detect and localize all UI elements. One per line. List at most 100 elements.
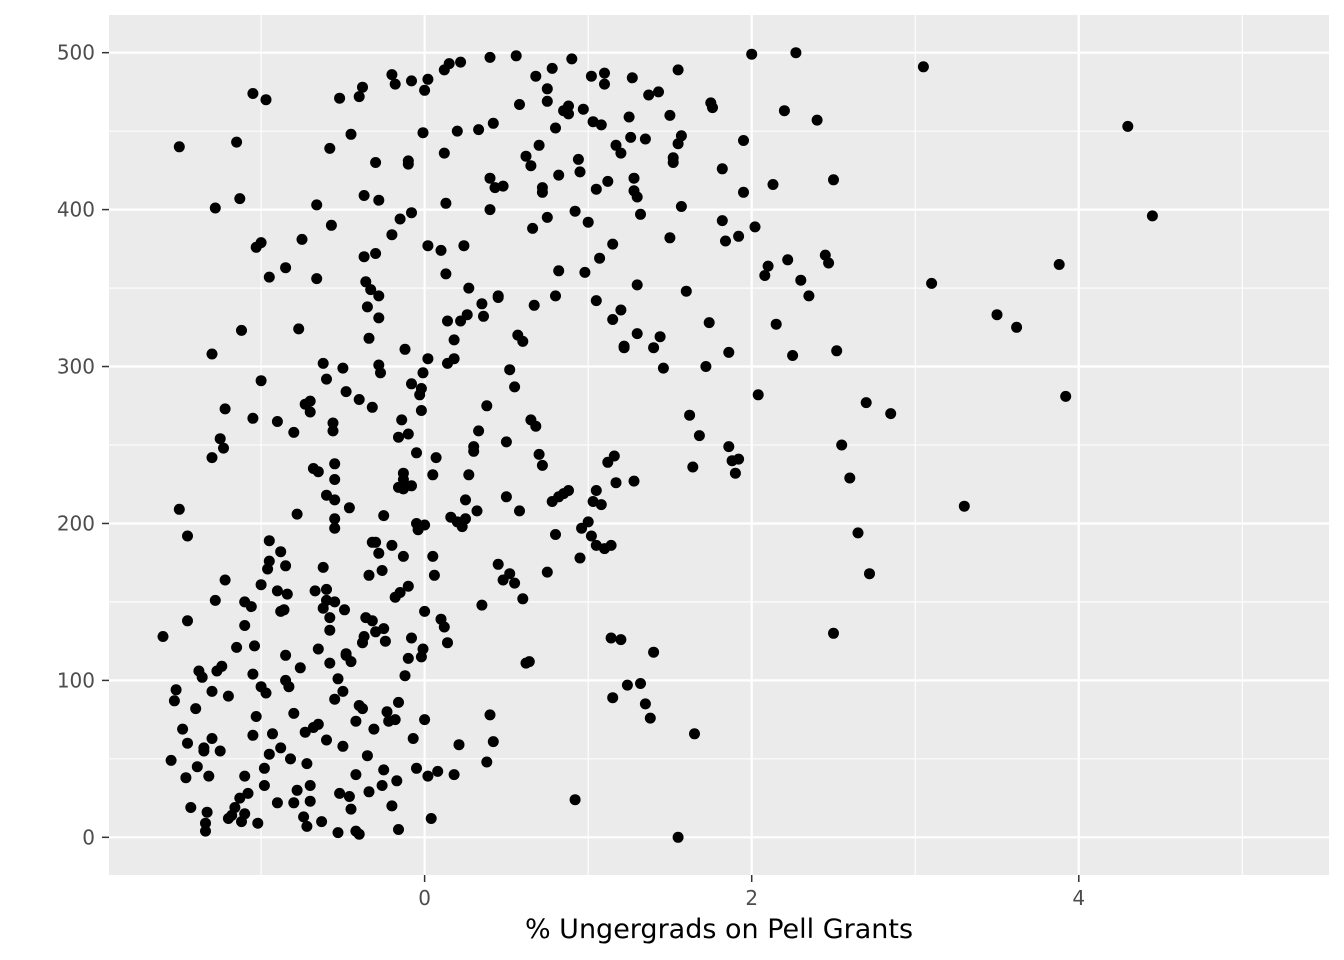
data-point xyxy=(299,726,311,738)
data-point xyxy=(196,671,208,683)
data-point xyxy=(1122,120,1134,132)
data-point xyxy=(283,681,295,693)
x-tick-label: 0 xyxy=(418,886,431,910)
data-point xyxy=(487,117,499,129)
data-point xyxy=(327,425,339,437)
data-point xyxy=(397,550,409,562)
data-point xyxy=(460,494,471,506)
data-point xyxy=(432,765,444,777)
data-point xyxy=(762,260,774,272)
data-point xyxy=(368,723,380,735)
data-point xyxy=(399,670,411,682)
data-point xyxy=(484,204,496,216)
data-point xyxy=(572,153,584,165)
data-point xyxy=(1146,210,1158,222)
data-point xyxy=(366,615,378,627)
data-point xyxy=(239,808,251,820)
data-point xyxy=(406,480,417,492)
data-point xyxy=(864,568,875,580)
data-point xyxy=(353,828,365,840)
data-point xyxy=(442,315,453,327)
data-point xyxy=(639,698,651,710)
data-point xyxy=(294,662,306,674)
data-point xyxy=(402,158,414,170)
data-point xyxy=(350,769,362,781)
data-point xyxy=(563,100,574,112)
data-point xyxy=(293,323,305,335)
data-point xyxy=(625,131,637,143)
data-point xyxy=(324,624,336,636)
data-point xyxy=(250,711,262,722)
data-point xyxy=(419,714,431,726)
x-tick-label: 4 xyxy=(1072,886,1085,910)
data-point xyxy=(823,257,835,269)
data-point xyxy=(595,499,607,511)
data-point xyxy=(574,552,586,564)
data-point xyxy=(389,78,401,90)
data-point xyxy=(811,114,823,126)
data-point xyxy=(321,489,332,501)
data-point xyxy=(553,265,565,277)
data-point xyxy=(190,703,202,715)
data-point xyxy=(301,820,313,832)
data-point xyxy=(288,426,300,438)
data-point xyxy=(453,739,465,751)
data-point xyxy=(337,685,349,697)
data-point xyxy=(373,312,385,324)
data-point xyxy=(425,813,437,824)
data-point xyxy=(926,277,938,289)
data-point xyxy=(530,420,542,432)
data-point xyxy=(378,764,390,776)
data-point xyxy=(271,585,283,597)
data-point xyxy=(329,596,341,608)
data-point xyxy=(438,621,450,633)
x-axis-title: % Ungergrads on Pell Grants xyxy=(525,914,913,945)
data-point xyxy=(618,342,630,354)
data-point xyxy=(399,343,411,355)
data-point xyxy=(514,505,525,517)
data-point xyxy=(275,546,287,558)
data-point xyxy=(222,690,234,702)
data-point xyxy=(258,780,270,791)
data-point xyxy=(667,152,679,164)
data-point xyxy=(585,530,597,542)
data-point xyxy=(245,601,257,613)
data-point xyxy=(324,612,336,624)
data-point xyxy=(419,84,431,96)
data-point xyxy=(626,72,638,84)
data-point xyxy=(729,467,741,479)
data-point xyxy=(687,461,699,473)
data-point xyxy=(599,78,610,90)
data-point xyxy=(770,318,782,330)
data-point xyxy=(703,317,715,329)
data-point xyxy=(553,169,565,181)
data-point xyxy=(653,86,664,98)
data-point xyxy=(353,394,365,405)
data-point xyxy=(363,332,375,344)
data-point xyxy=(236,324,247,336)
data-point xyxy=(844,472,856,484)
data-point xyxy=(327,417,339,429)
data-point xyxy=(386,800,398,812)
data-point xyxy=(664,232,676,244)
data-point xyxy=(427,469,439,481)
data-point xyxy=(520,150,532,162)
data-point xyxy=(836,439,848,451)
data-point xyxy=(247,668,259,680)
data-point xyxy=(373,290,385,302)
data-point xyxy=(582,516,594,528)
data-point xyxy=(497,180,509,192)
data-point xyxy=(778,105,790,117)
data-point xyxy=(484,709,496,721)
data-point xyxy=(296,233,308,245)
data-point xyxy=(828,627,839,639)
data-point xyxy=(803,290,815,302)
data-point xyxy=(828,174,839,186)
data-point xyxy=(590,295,602,307)
data-point xyxy=(218,442,229,454)
data-point xyxy=(574,166,586,178)
data-point xyxy=(481,756,493,768)
data-point xyxy=(790,47,802,59)
data-point xyxy=(263,555,275,567)
